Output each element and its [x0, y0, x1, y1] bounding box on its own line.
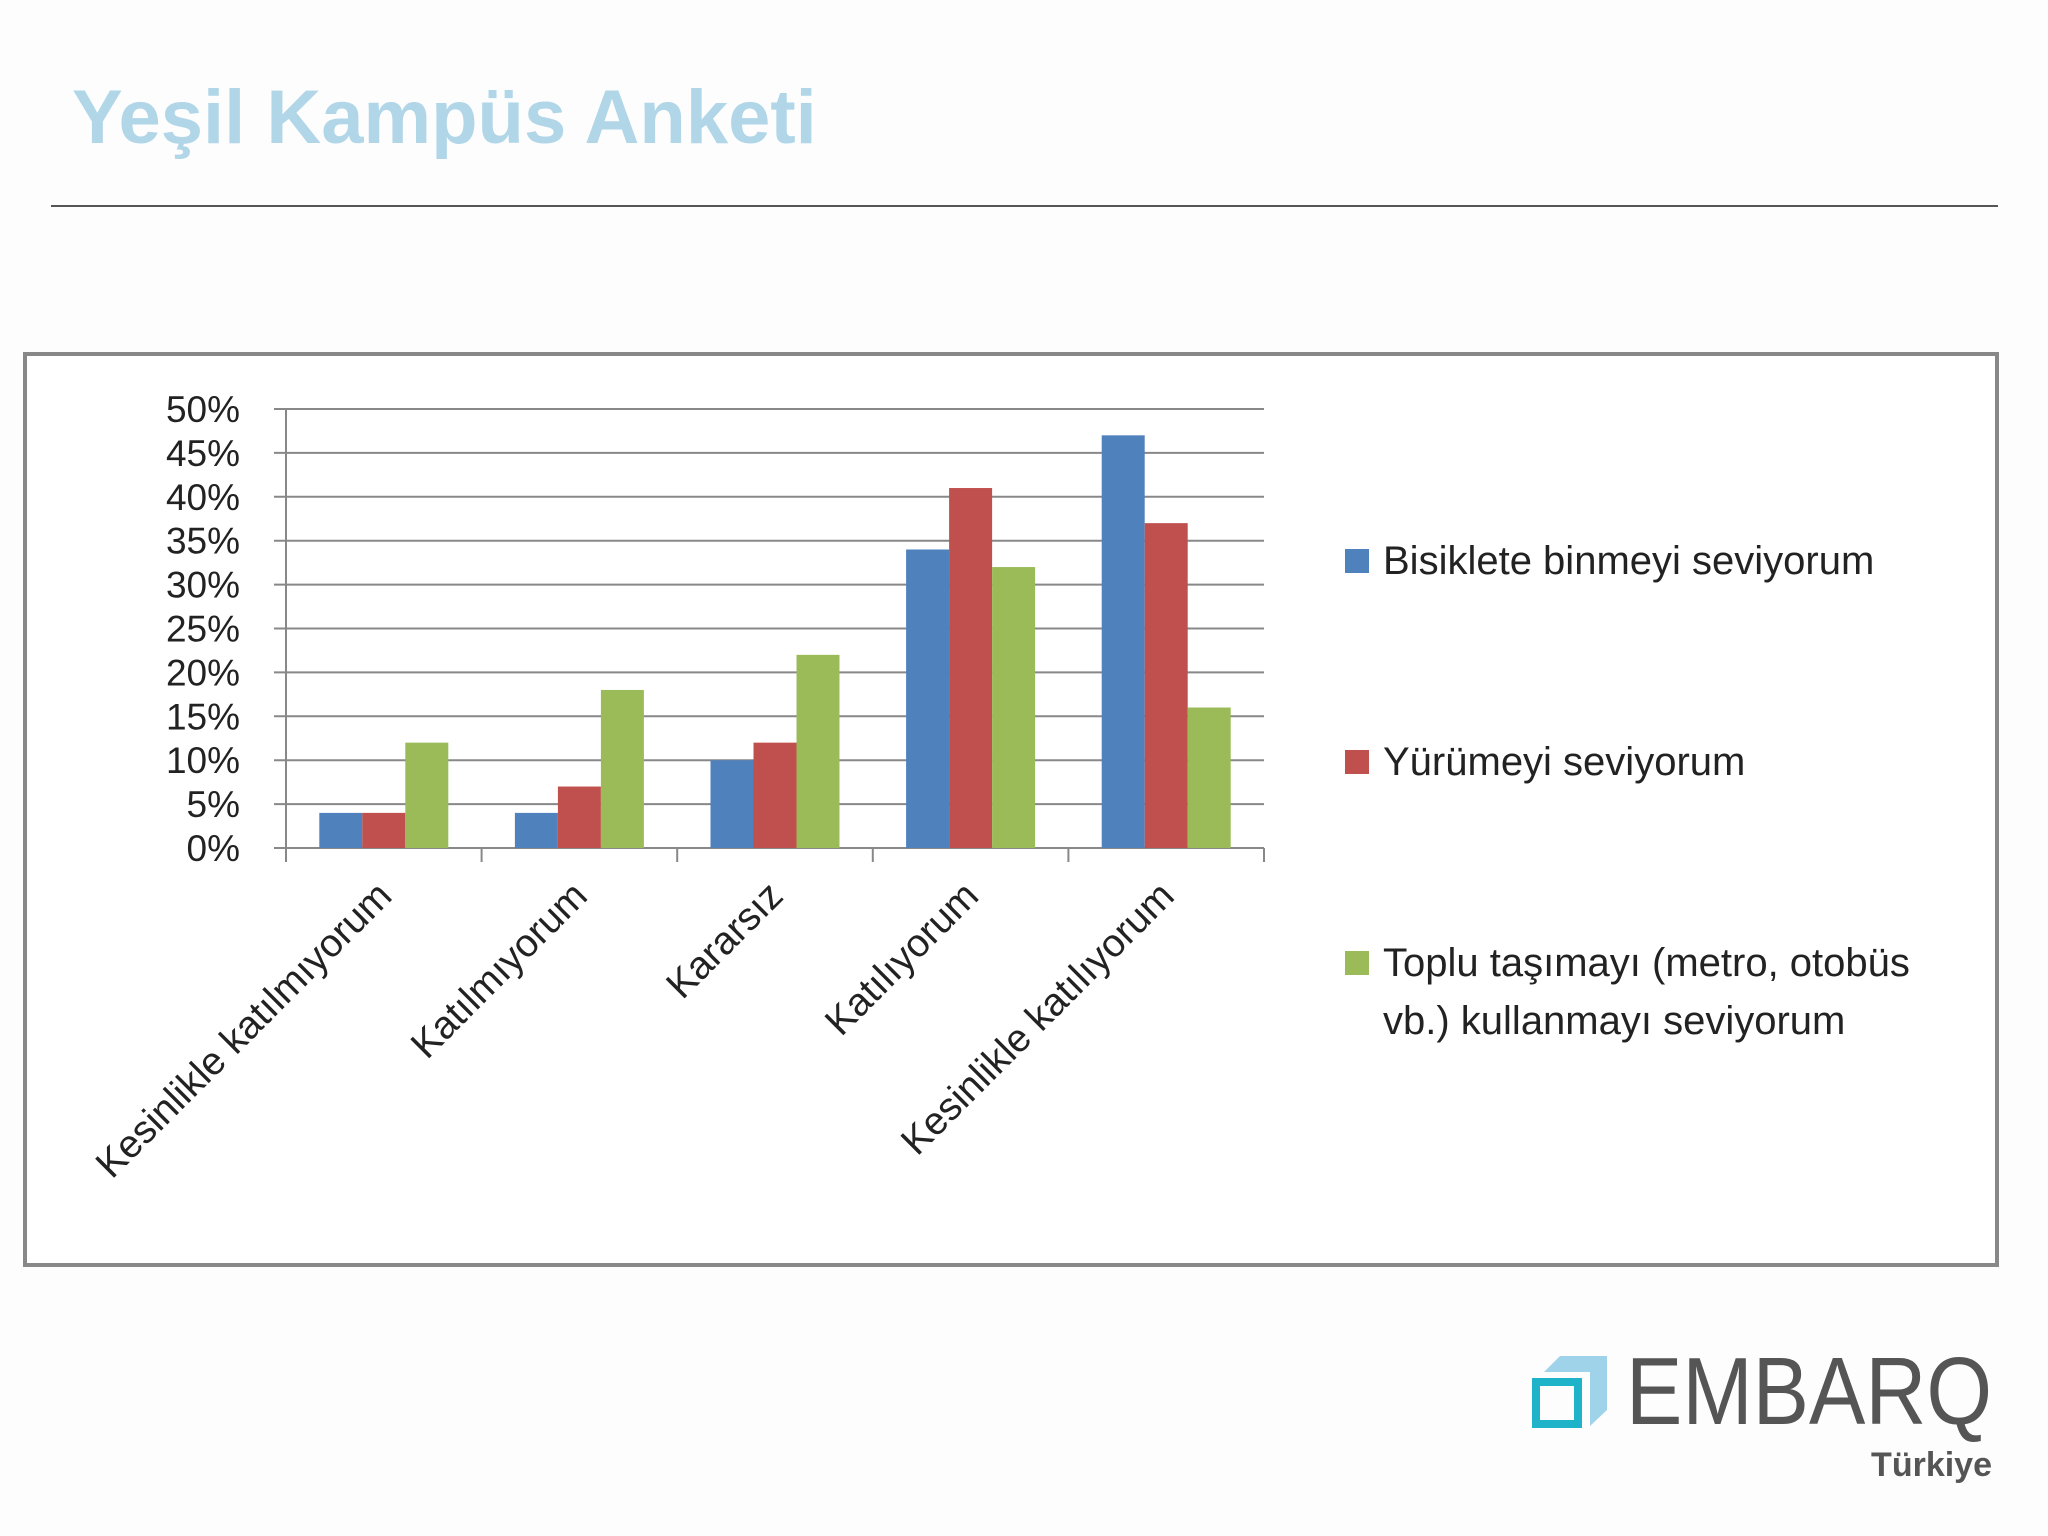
bar — [319, 812, 363, 848]
bar — [600, 689, 644, 848]
bar — [405, 742, 449, 848]
legend-swatch — [1345, 549, 1369, 573]
logo: EMBARQ Türkiye — [1532, 1338, 1992, 1484]
bar — [514, 812, 558, 848]
y-tick-label: 5% — [187, 784, 240, 825]
bar — [1101, 435, 1145, 848]
legend-item: Yürümeyi seviyorum — [1345, 733, 1963, 791]
y-tick-label: 0% — [187, 828, 240, 869]
logo-text: EMBARQ — [1626, 1338, 1992, 1445]
legend-label: Yürümeyi seviyorum — [1383, 740, 1746, 784]
y-tick-label: 40% — [166, 477, 240, 518]
logo-region: Türkiye — [1871, 1446, 1992, 1484]
logo-icon — [1532, 1378, 1582, 1428]
legend-swatch — [1345, 750, 1369, 774]
y-tick-label: 15% — [166, 696, 240, 737]
bar — [796, 654, 840, 848]
y-tick-label: 35% — [166, 521, 240, 562]
bar — [1187, 707, 1231, 848]
bar — [949, 488, 993, 848]
bar — [992, 567, 1036, 848]
bar — [1144, 523, 1188, 848]
legend-item: Bisiklete binmeyi seviyorum — [1345, 532, 1963, 590]
y-tick-label: 50% — [166, 389, 240, 430]
legend-label: Toplu taşımayı (metro, otobüs vb.) kulla… — [1383, 941, 1910, 1043]
bar — [753, 742, 797, 848]
y-tick-label: 10% — [166, 740, 240, 781]
y-tick-label: 25% — [166, 609, 240, 650]
bar — [362, 812, 406, 848]
legend-item: Toplu taşımayı (metro, otobüs vb.) kulla… — [1345, 934, 1963, 1050]
y-tick-label: 20% — [166, 652, 240, 693]
bar — [710, 760, 754, 848]
y-tick-label: 45% — [166, 433, 240, 474]
legend-swatch — [1345, 951, 1369, 975]
bar — [557, 786, 601, 848]
y-tick-label: 30% — [166, 565, 240, 606]
logo-icon — [1544, 1356, 1607, 1426]
slide-title: Yeşil Kampüs Anketi — [72, 75, 817, 160]
bar — [906, 549, 950, 848]
legend-label: Bisiklete binmeyi seviyorum — [1383, 539, 1875, 583]
